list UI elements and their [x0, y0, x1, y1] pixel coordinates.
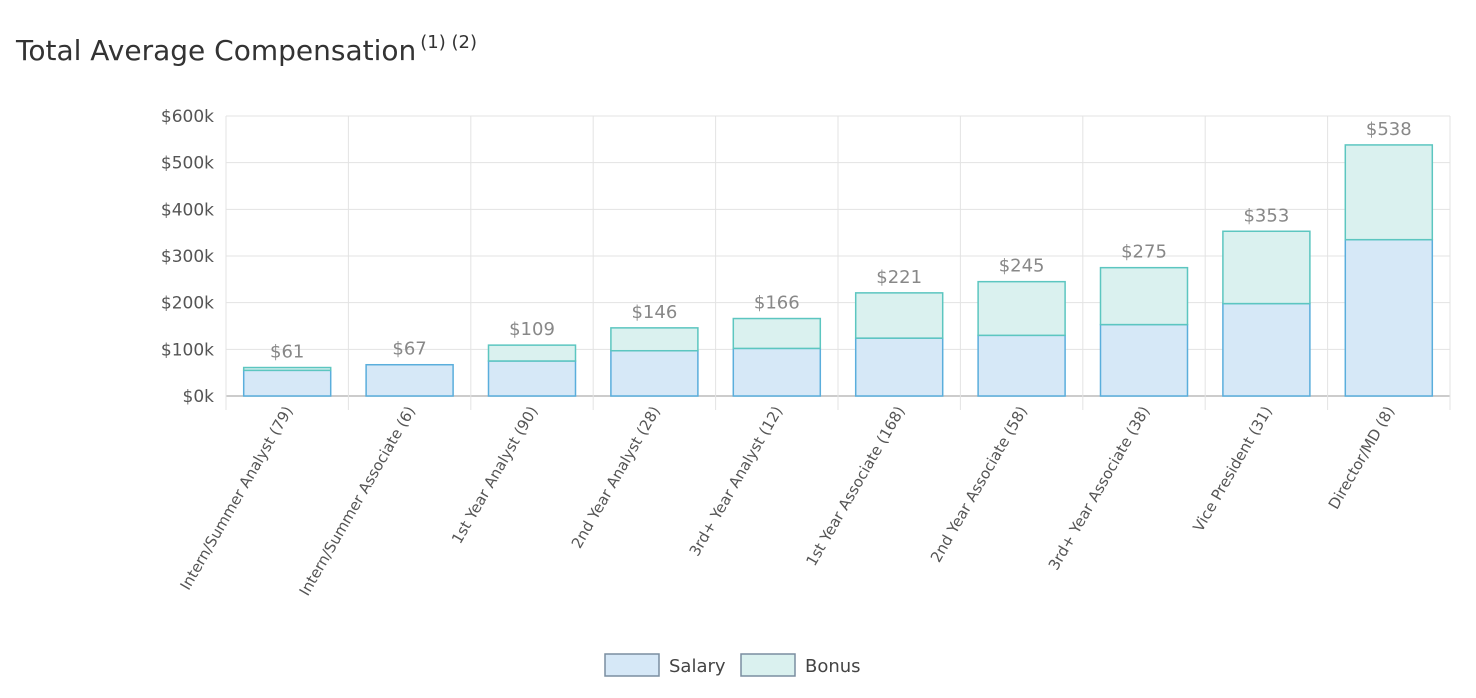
y-tick-label: $0k — [183, 387, 215, 407]
legend-label-bonus: Bonus — [805, 656, 861, 677]
bar-bonus — [242, 366, 332, 372]
x-tick-label: Director/MD (8) — [1325, 403, 1399, 512]
bar-salary — [1344, 238, 1434, 397]
bar-bonus — [732, 317, 822, 350]
bar-salary — [1099, 323, 1189, 397]
bar-salary — [977, 334, 1066, 397]
bar-total-label: $146 — [631, 302, 677, 323]
bar-bonus — [977, 280, 1066, 337]
chart-title-text: Total Average Compensation — [16, 34, 417, 67]
x-tick-label: 3rd+ Year Analyst (12) — [686, 403, 787, 559]
bar-salary — [365, 363, 454, 397]
bar-total-label: $538 — [1366, 119, 1412, 140]
chart-title: Total Average Compensation (1) (2) — [16, 32, 477, 67]
bar-total-label: $166 — [754, 293, 800, 314]
legend-swatch-bonus — [740, 653, 796, 677]
x-tick-label: 2nd Year Associate (58) — [927, 403, 1031, 565]
bar-bonus — [854, 292, 944, 339]
bar-total-label: $245 — [999, 256, 1045, 277]
bar-bonus — [487, 344, 577, 362]
x-tick-label: 1st Year Associate (168) — [802, 403, 908, 569]
bar-salary — [242, 369, 332, 397]
x-tick-label: Intern/Summer Associate (6) — [296, 403, 419, 599]
bar-total-label: $353 — [1243, 205, 1289, 226]
chart-title-notes: (1) (2) — [420, 32, 477, 53]
bar-salary — [854, 337, 944, 397]
bar-salary — [1222, 302, 1311, 397]
y-tick-label: $300k — [161, 247, 214, 267]
x-tick-label: 1st Year Analyst (90) — [448, 403, 541, 547]
bar-salary — [732, 347, 822, 397]
x-tick-label: Vice President (31) — [1189, 403, 1276, 535]
bar-total-label: $61 — [270, 342, 304, 363]
x-tick-label: 2nd Year Analyst (28) — [568, 403, 664, 552]
y-tick-label: $200k — [161, 294, 214, 314]
bar-salary — [487, 360, 577, 397]
bar-total-label: $275 — [1121, 242, 1167, 263]
bar-total-label: $109 — [509, 319, 555, 340]
bar-bonus — [1099, 266, 1189, 326]
y-tick-label: $600k — [161, 107, 214, 127]
bar-bonus — [610, 327, 699, 352]
y-tick-label: $500k — [161, 154, 214, 174]
x-tick-label: Intern/Summer Analyst (79) — [176, 403, 296, 593]
x-tick-label: 3rd+ Year Associate (38) — [1045, 403, 1154, 573]
bar-total-label: $67 — [392, 339, 426, 360]
legend-swatch-salary — [604, 653, 660, 677]
bar-salary — [610, 349, 699, 397]
bar-bonus — [1222, 230, 1311, 305]
bar-bonus — [1344, 144, 1434, 241]
y-tick-label: $100k — [161, 340, 214, 360]
legend-label-salary: Salary — [669, 656, 726, 677]
bar-total-label: $221 — [876, 267, 922, 288]
y-tick-label: $400k — [161, 200, 214, 220]
